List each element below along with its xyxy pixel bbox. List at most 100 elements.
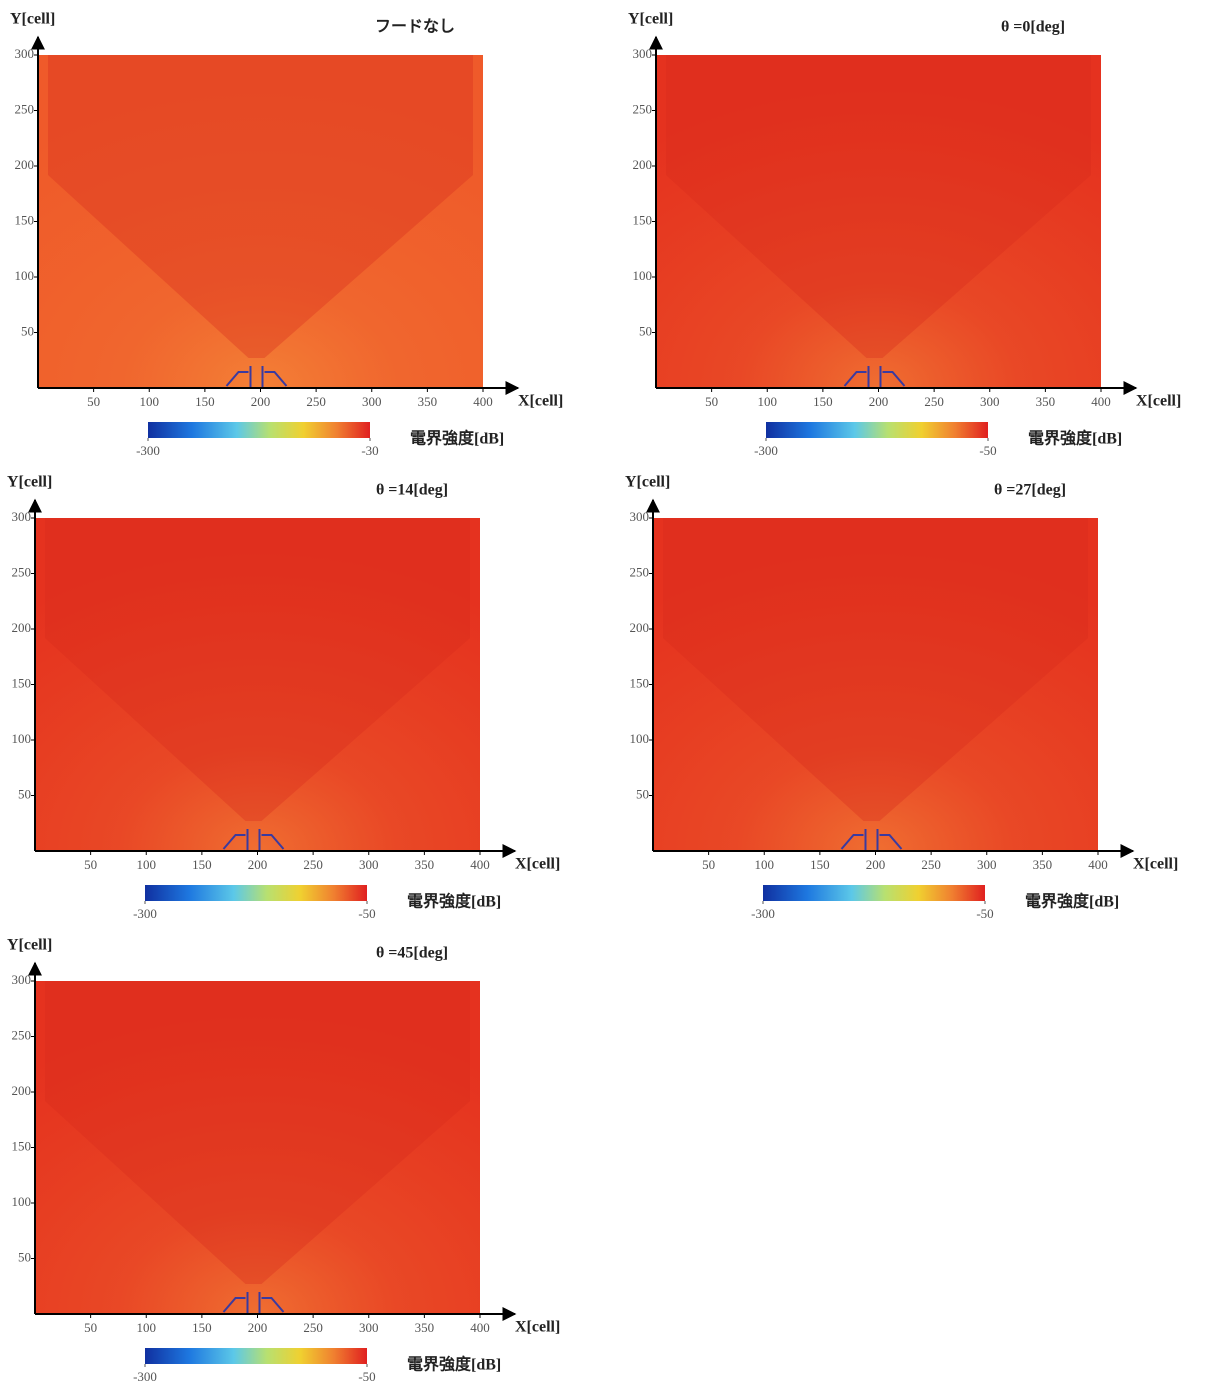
y-tick-label: 100 [633,268,653,283]
x-tick-label: 200 [251,394,271,409]
x-tick-label: 250 [924,394,944,409]
y-tick-label: 300 [12,509,32,524]
y-tick-label: 250 [12,564,32,579]
x-axis-label: X[cell] [1136,393,1181,410]
colorbar-label: 電界強度[dB] [410,429,504,448]
colorbar-tick-label: -300 [751,906,775,921]
x-tick-label: 350 [1033,857,1053,872]
antenna [225,366,288,388]
panel-title: θ =27[deg] [994,482,1066,499]
y-axis-label: Y[cell] [7,474,52,491]
x-axis-label: X[cell] [515,856,560,873]
x-tick-label: 50 [84,1320,97,1335]
colorbar [763,885,985,901]
x-tick-label: 250 [303,1320,323,1335]
x-tick-label: 300 [359,857,379,872]
x-tick-label: 350 [1036,394,1056,409]
colorbar-tick-label: -50 [976,906,993,921]
x-tick-label: 150 [195,394,215,409]
y-tick-label: 250 [633,101,653,116]
x-tick-label: 200 [866,857,886,872]
colorbar-tick-label: -50 [358,1369,375,1384]
x-tick-label: 400 [1091,394,1111,409]
colorbar [148,422,370,438]
x-tick-label: 50 [705,394,718,409]
x-tick-label: 200 [248,1320,268,1335]
colorbar [145,1348,367,1364]
x-tick-label: 200 [869,394,889,409]
beam-cone [48,55,473,358]
y-tick-label: 200 [12,620,32,635]
panel-title: フードなし [375,18,455,36]
y-tick-label: 300 [630,509,650,524]
field-glow [35,981,480,1314]
x-tick-label: 400 [470,857,490,872]
panel: 50 100 150 200 250 300 350 400 50 100 150 200 250 300… [7,937,560,1384]
x-tick-label: 100 [137,857,157,872]
x-tick-label: 200 [248,857,268,872]
y-tick-label: 100 [12,731,32,746]
y-tick-label: 100 [630,731,650,746]
x-axis-label: X[cell] [518,393,563,410]
y-tick-label: 50 [18,786,31,801]
y-tick-label: 250 [630,564,650,579]
x-tick-label: 100 [140,394,160,409]
y-tick-label: 150 [15,212,35,227]
x-tick-label: 150 [192,857,212,872]
panel: 50 100 150 200 250 300 350 400 50 100 150 200 250 300… [628,11,1181,458]
x-tick-label: 50 [87,394,100,409]
colorbar-tick-label: -50 [979,443,996,458]
y-tick-label: 50 [636,786,649,801]
x-tick-label: 100 [137,1320,157,1335]
y-tick-label: 300 [12,972,32,987]
y-tick-label: 150 [12,675,32,690]
colorbar-tick-label: -300 [754,443,778,458]
antenna [222,829,285,851]
colorbar-tick-label: -300 [133,906,157,921]
antenna [840,829,903,851]
beam-cone [45,981,470,1284]
x-tick-label: 300 [977,857,997,872]
panel-title: θ =14[deg] [376,482,448,499]
panel: 50 100 150 200 250 300 350 400 50 100 150 200 250 300… [7,474,560,921]
x-tick-label: 100 [755,857,775,872]
beam-cone [666,55,1091,358]
y-tick-label: 200 [15,157,35,172]
x-tick-label: 400 [1088,857,1108,872]
colorbar-tick-label: -300 [136,443,160,458]
y-tick-label: 200 [630,620,650,635]
colorbar-tick-label: -50 [358,906,375,921]
x-tick-label: 150 [813,394,833,409]
x-tick-label: 150 [192,1320,212,1335]
panel-title: θ =0[deg] [1001,19,1065,36]
beam-cone [45,518,470,821]
x-tick-label: 100 [758,394,778,409]
x-tick-label: 300 [362,394,382,409]
y-tick-label: 250 [15,101,35,116]
x-tick-label: 400 [470,1320,490,1335]
y-tick-label: 300 [633,46,653,61]
colorbar-label: 電界強度[dB] [1025,892,1119,911]
colorbar-label: 電界強度[dB] [1028,429,1122,448]
colorbar-tick-label: -300 [133,1369,157,1384]
x-axis-label: X[cell] [515,1319,560,1336]
x-tick-label: 300 [359,1320,379,1335]
colorbar-tick-label: -30 [361,443,378,458]
x-tick-label: 50 [84,857,97,872]
colorbar-label: 電界強度[dB] [407,1355,501,1374]
antenna [843,366,906,388]
y-tick-label: 250 [12,1027,32,1042]
x-tick-label: 250 [303,857,323,872]
y-tick-label: 50 [18,1249,31,1264]
y-tick-label: 100 [12,1194,32,1209]
x-tick-label: 50 [702,857,715,872]
beam-cone [663,518,1088,821]
field-glow [656,55,1101,388]
y-tick-label: 200 [12,1083,32,1098]
x-tick-label: 250 [306,394,326,409]
y-tick-label: 50 [639,323,652,338]
y-axis-label: Y[cell] [7,937,52,954]
x-tick-label: 300 [980,394,1000,409]
colorbar [766,422,988,438]
